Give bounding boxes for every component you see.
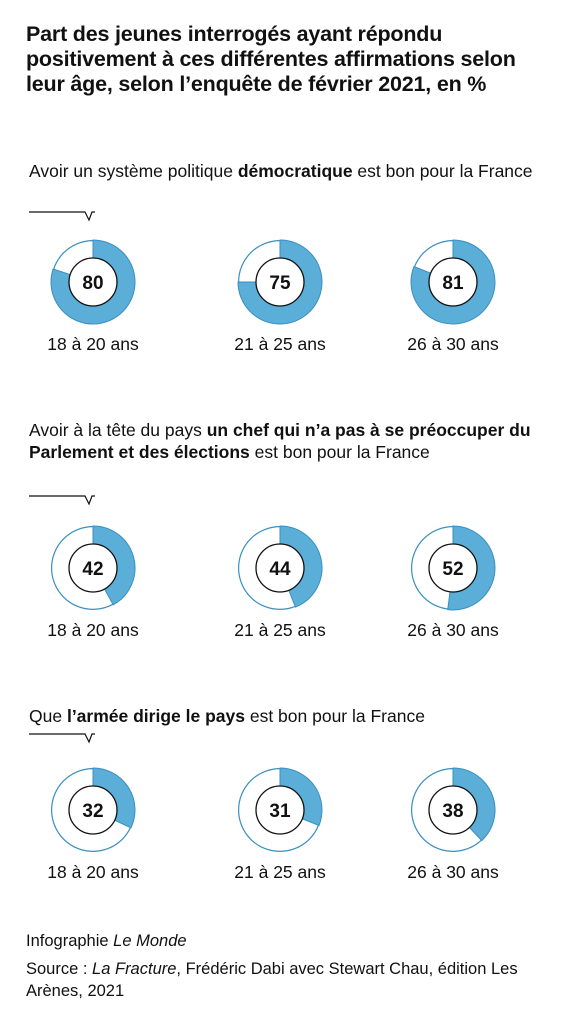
donut-value-label: 32	[82, 801, 103, 822]
question-text-emphasis: l’armée dirige le pays	[66, 706, 245, 726]
chart-section-2: Avoir à la tête du pays un chef qui n’a …	[0, 419, 562, 649]
donut-1: 80	[50, 239, 136, 325]
question-text-part: est bon pour la France	[352, 161, 533, 181]
donut-category-label: 26 à 30 ans	[407, 862, 499, 882]
donut-category-label: 26 à 30 ans	[407, 334, 499, 354]
donut-value-label: 52	[442, 559, 463, 580]
donut-category-label: 21 à 25 ans	[234, 620, 326, 640]
donut-category-label: 26 à 30 ans	[407, 620, 499, 640]
donut-group: 80 75 81	[50, 239, 496, 325]
donut-center	[68, 543, 118, 593]
pointer-line	[29, 211, 95, 222]
question-text: Avoir à la tête du pays un chef qui n’a …	[29, 419, 549, 463]
donut-center	[68, 257, 118, 307]
question-text-part: Avoir à la tête du pays	[29, 420, 207, 440]
chart-section-1: Avoir un système politique démocratique …	[0, 160, 562, 360]
question-text-part: est bon pour la France	[249, 442, 430, 462]
credit-line: Infographie Le Monde	[26, 930, 546, 952]
donut-value-label: 44	[269, 559, 291, 580]
donut-category-label: 21 à 25 ans	[234, 862, 326, 882]
donut-category-label: 18 à 20 ans	[47, 620, 139, 640]
donut-center	[428, 257, 478, 307]
donut-3: 52	[411, 525, 496, 611]
chart-title: Part des jeunes interrogés ayant répondu…	[26, 22, 516, 96]
donut-3: 38	[411, 767, 496, 853]
donut-1: 32	[50, 767, 136, 853]
donut-value-label: 80	[82, 273, 103, 294]
donut-center	[68, 785, 118, 835]
donut-3: 81	[410, 239, 496, 325]
donut-category-label: 21 à 25 ans	[234, 334, 326, 354]
question-text-part: Que	[29, 706, 67, 726]
question-text-emphasis: démocratique	[237, 161, 353, 181]
source-rest: , Frédéric Dabi avec Stewart Chau, éditi…	[26, 960, 518, 1000]
donut-center	[428, 543, 478, 593]
donut-2: 31	[238, 767, 323, 853]
credit-name: Le Monde	[113, 932, 187, 950]
pointer-line	[29, 733, 95, 744]
donut-value-label: 75	[269, 273, 291, 294]
question-text: Avoir un système politique démocratique …	[29, 160, 549, 182]
chart-section-3: Que l’armée dirige le pays est bon pour …	[0, 705, 562, 895]
source-prefix: Source :	[26, 960, 93, 978]
question-text-emphasis: un chef qui n’a pas à se préoccuper du P…	[29, 420, 531, 462]
source-title: La Fracture	[92, 960, 177, 978]
donut-value-label: 31	[269, 801, 291, 822]
donut-center	[255, 785, 305, 835]
donut-category-label: 18 à 20 ans	[47, 334, 139, 354]
donut-group: 42 44 52	[50, 525, 496, 611]
question-text: Que l’armée dirige le pays est bon pour …	[29, 705, 549, 727]
question-text-part: Avoir un système politique	[29, 161, 238, 181]
donut-category-label: 18 à 20 ans	[47, 862, 139, 882]
donut-1: 42	[50, 525, 136, 611]
donut-center	[255, 543, 305, 593]
donut-value-label: 42	[82, 559, 103, 580]
donut-2: 44	[238, 525, 323, 611]
pointer-line	[29, 495, 95, 506]
donut-value-label: 81	[442, 273, 464, 294]
donut-center	[255, 257, 305, 307]
donut-value-label: 38	[442, 801, 463, 822]
donut-2: 75	[237, 239, 323, 325]
question-text-part: est bon pour la France	[244, 706, 425, 726]
credit-prefix: Infographie	[26, 932, 114, 950]
source-line: Source : La Fracture, Frédéric Dabi avec…	[26, 958, 546, 1002]
donut-group: 32 31 38	[50, 767, 496, 853]
donut-center	[428, 785, 478, 835]
